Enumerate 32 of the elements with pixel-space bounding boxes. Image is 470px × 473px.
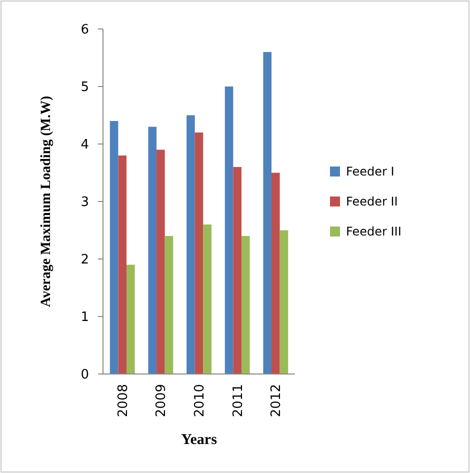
y-tick-label: 0 <box>80 368 89 383</box>
bar <box>224 86 234 374</box>
x-axis-title: Years <box>181 432 218 448</box>
y-tick-label: 3 <box>80 195 89 210</box>
y-tick-label: 6 <box>80 22 89 38</box>
bar <box>203 224 212 374</box>
bar <box>280 230 288 374</box>
x-tick-label: 2008 <box>116 384 131 418</box>
bar <box>126 264 135 374</box>
bar <box>271 172 280 374</box>
bar <box>233 167 242 374</box>
y-tick-label: 2 <box>80 252 89 268</box>
bar <box>263 52 272 374</box>
x-tick-label: 2012 <box>269 384 284 418</box>
y-axis-title: Average Maximum Loading (M.W) <box>39 96 54 308</box>
x-tick-label: 2009 <box>154 384 170 418</box>
y-tick-label: 1 <box>80 310 89 326</box>
y-tick-label: 5 <box>80 80 89 96</box>
bar <box>186 115 195 374</box>
legend-label: Feeder III <box>346 224 402 239</box>
bar <box>241 236 250 374</box>
bar <box>156 150 165 374</box>
legend-label: Feeder I <box>346 164 394 179</box>
bar <box>194 132 204 374</box>
bar <box>148 126 157 374</box>
bar <box>118 156 127 374</box>
bar <box>164 236 174 374</box>
y-tick-label: 4 <box>80 138 89 153</box>
bar <box>110 121 118 374</box>
legend-label: Feeder II <box>346 194 398 209</box>
x-tick-label: 2011 <box>230 384 246 418</box>
x-tick-label: 2010 <box>192 384 208 418</box>
